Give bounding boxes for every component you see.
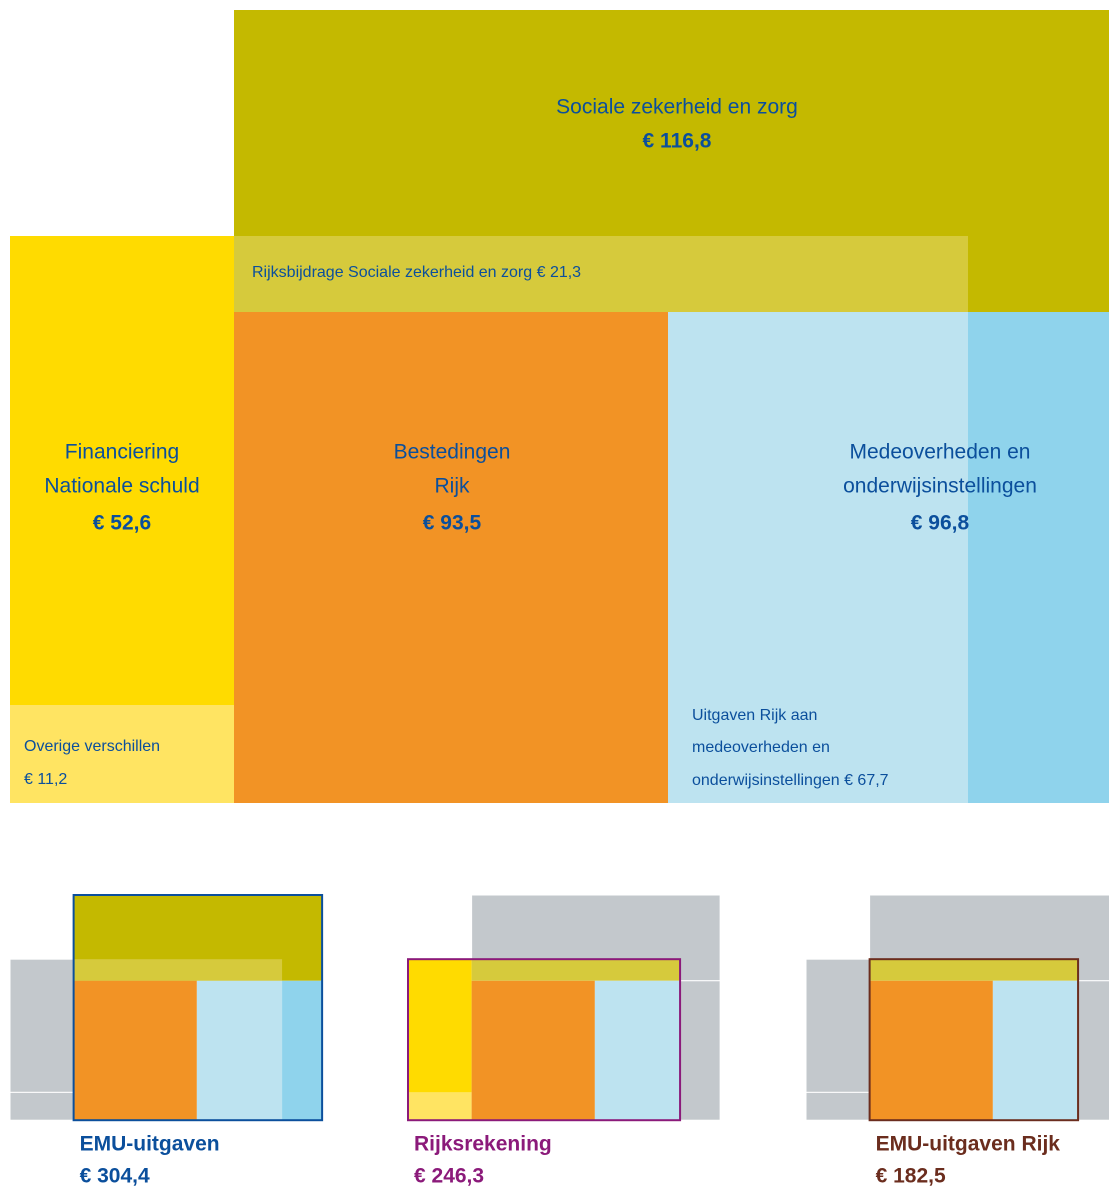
- total-name: EMU-uitgaven Rijk: [876, 1133, 1061, 1156]
- label: € 52,6: [93, 512, 151, 535]
- block-light: [668, 312, 968, 803]
- block-other: [10, 705, 234, 803]
- mini-block: [408, 959, 472, 1093]
- block-band: [234, 236, 968, 312]
- mini-block: [73, 959, 283, 981]
- mini-border: [407, 958, 682, 1122]
- block-dark: [968, 312, 1109, 803]
- mini-block: [1077, 980, 1109, 1121]
- label: Uitgaven Rijk aan: [692, 707, 817, 724]
- label: € 93,5: [423, 512, 482, 535]
- mini-block: [408, 1092, 472, 1121]
- label: Bestedingen: [394, 441, 511, 464]
- mini-block: [805, 958, 871, 1093]
- total-amount: € 182,5: [876, 1165, 946, 1188]
- total-name: EMU-uitgaven: [80, 1133, 220, 1156]
- label: Financiering: [65, 441, 179, 464]
- mini-block: [282, 980, 323, 1121]
- mini-block: [594, 980, 681, 1121]
- mini-block: [9, 958, 75, 1093]
- total-amount: € 304,4: [80, 1165, 150, 1188]
- label: € 116,8: [643, 130, 712, 153]
- mini-border: [72, 894, 324, 1122]
- label: Overige verschillen: [24, 738, 160, 755]
- mini-border: [868, 958, 1080, 1122]
- mini-block: [471, 980, 595, 1121]
- block-yellow: [10, 236, 234, 705]
- label: onderwijsinstellingen: [843, 475, 1037, 498]
- mini-block: [73, 980, 197, 1121]
- label: Nationale schuld: [44, 475, 199, 498]
- total-name: Rijksrekening: [414, 1133, 552, 1156]
- label: € 11,2: [24, 771, 67, 788]
- mini-block: [196, 980, 283, 1121]
- label: medeoverheden en: [692, 739, 830, 756]
- label: Medeoverheden en: [850, 441, 1031, 464]
- label: Rijksbijdrage Sociale zekerheid en zorg …: [252, 264, 581, 281]
- mini-block: [679, 980, 721, 1121]
- label: Rijk: [435, 475, 470, 498]
- total-amount: € 246,3: [414, 1165, 484, 1188]
- label: onderwijsinstellingen € 67,7: [692, 772, 889, 789]
- mini-block: [471, 959, 681, 981]
- mini-block: [869, 980, 993, 1121]
- mini-block: [869, 959, 1079, 981]
- label: € 96,8: [911, 512, 970, 535]
- mini-block: [805, 1091, 871, 1121]
- block-orange: [234, 312, 668, 803]
- label: Sociale zekerheid en zorg: [556, 96, 798, 119]
- mini-block: [9, 1091, 75, 1121]
- mini-block: [992, 980, 1079, 1121]
